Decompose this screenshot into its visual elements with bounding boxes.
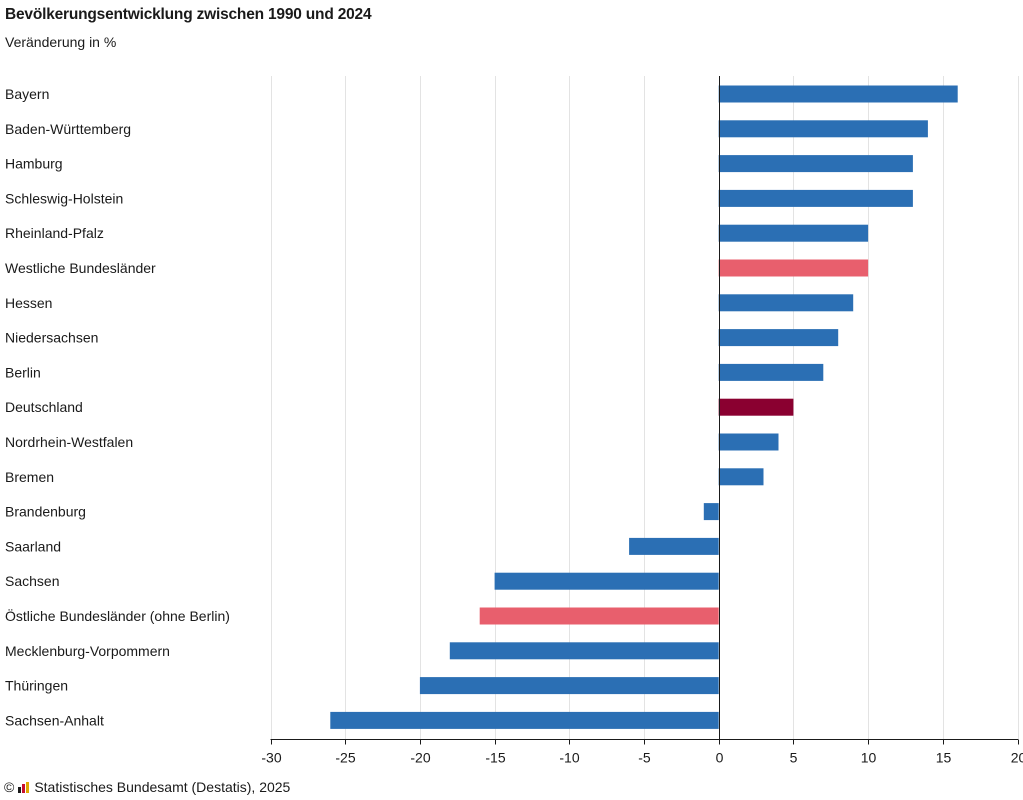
category-label: Mecklenburg-Vorpommern	[5, 643, 170, 659]
bar	[718, 189, 913, 207]
x-tick-label: 10	[861, 750, 877, 766]
copyright-symbol: ©	[4, 779, 15, 795]
category-label: Bremen	[5, 469, 54, 485]
source-note: © Statistisches Bundesamt (Destatis), 20…	[4, 779, 290, 795]
destatis-logo-icon	[18, 781, 30, 793]
category-label: Hamburg	[5, 156, 63, 172]
bar	[703, 503, 719, 521]
category-label: Deutschland	[5, 399, 83, 415]
x-tick-label: 5	[790, 750, 798, 766]
x-tick-label: -20	[410, 750, 430, 766]
bar	[718, 468, 764, 486]
bar	[494, 572, 719, 590]
bars	[330, 85, 958, 729]
category-label: Hessen	[5, 295, 52, 311]
bar	[718, 259, 869, 277]
category-label: Saarland	[5, 538, 61, 554]
bar	[479, 607, 719, 625]
bar	[718, 85, 958, 103]
bar	[718, 120, 928, 138]
bar	[718, 155, 913, 173]
source-text: Statistisches Bundesamt (Destatis), 2025	[34, 779, 291, 795]
category-label: Sachsen-Anhalt	[5, 712, 104, 728]
x-axis: -30 -25 -20 -15 -10 -5 0 5 10 15 20	[261, 76, 1023, 766]
bar	[419, 677, 719, 695]
bar	[718, 329, 839, 347]
category-label: Sachsen	[5, 573, 59, 589]
bar	[330, 711, 719, 729]
category-label: Westliche Bundesländer	[5, 260, 156, 276]
x-tick-label: 0	[716, 750, 724, 766]
x-tick-label: 15	[936, 750, 952, 766]
x-tick-label: -5	[638, 750, 651, 766]
category-label: Rheinland-Pfalz	[5, 225, 104, 241]
category-label: Schleswig-Holstein	[5, 190, 123, 206]
category-label: Thüringen	[5, 678, 68, 694]
bar	[718, 433, 779, 451]
x-tick-label: -15	[485, 750, 505, 766]
bar	[629, 537, 719, 555]
category-label: Bayern	[5, 86, 49, 102]
bar	[718, 224, 869, 242]
category-label: Östliche Bundesländer (ohne Berlin)	[5, 607, 230, 624]
category-label: Brandenburg	[5, 504, 86, 520]
category-label: Niedersachsen	[5, 330, 98, 346]
category-label: Nordrhein-Westfalen	[5, 434, 133, 450]
x-tick-label: -25	[335, 750, 355, 766]
bar	[718, 294, 854, 312]
x-tick-label: -10	[559, 750, 579, 766]
category-label: Baden-Württemberg	[5, 121, 131, 137]
bar	[718, 398, 794, 416]
x-tick-label: -30	[261, 750, 281, 766]
category-label: Berlin	[5, 364, 41, 380]
chart-subtitle: Veränderung in %	[5, 34, 117, 50]
bar	[718, 363, 824, 381]
category-labels: Bayern Baden-Württemberg Hamburg Schleswig-…	[5, 86, 230, 728]
chart-title: Bevölkerungsentwicklung zwischen 1990 un…	[5, 6, 372, 23]
grid-lines	[271, 76, 1019, 740]
bar	[449, 642, 719, 660]
x-tick-label: 20	[1011, 750, 1023, 766]
